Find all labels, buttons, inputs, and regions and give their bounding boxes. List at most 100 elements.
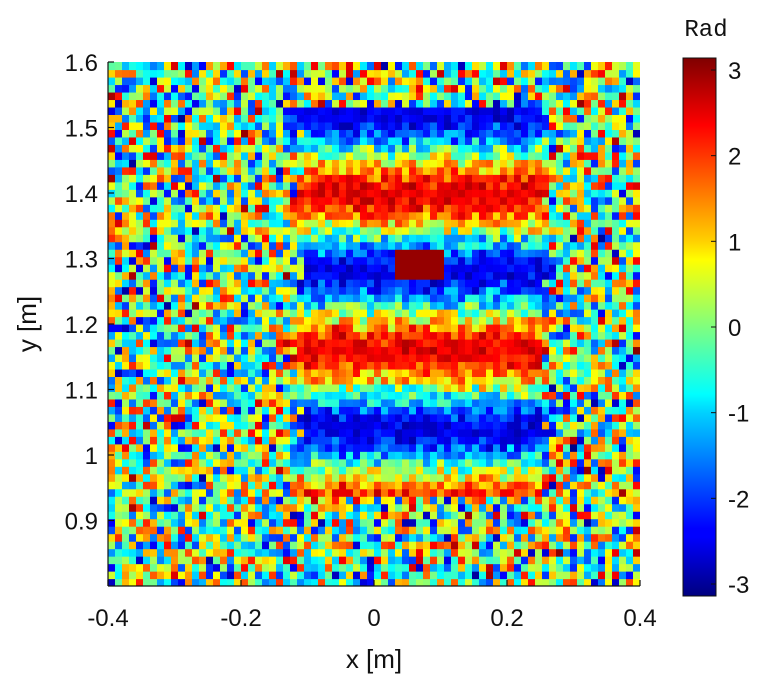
heatmap-cell [185, 421, 193, 430]
heatmap-cell [269, 159, 277, 168]
heatmap-cell [178, 421, 186, 430]
heatmap-cell [318, 226, 326, 235]
heatmap-cell [185, 511, 193, 520]
heatmap-cell [318, 144, 326, 153]
heatmap-cell [381, 189, 389, 198]
heatmap-cell [563, 309, 571, 318]
heatmap-cell [465, 466, 473, 475]
heatmap-cell [199, 481, 207, 490]
heatmap-cell [493, 368, 501, 377]
heatmap-cell [577, 271, 585, 280]
heatmap-cell [388, 189, 396, 198]
heatmap-cell [598, 556, 606, 565]
heatmap-cell [388, 526, 396, 535]
heatmap-cell [122, 159, 130, 168]
heatmap-cell [514, 264, 522, 273]
heatmap-cell [563, 279, 571, 288]
heatmap-cell [430, 129, 438, 138]
heatmap-cell [185, 391, 193, 400]
heatmap-cell [325, 106, 333, 115]
heatmap-cell [290, 84, 298, 93]
heatmap-cell [570, 331, 578, 340]
heatmap-cell [136, 503, 144, 512]
heatmap-cell [472, 234, 480, 243]
heatmap-cell [360, 196, 368, 205]
heatmap-cell [311, 481, 319, 490]
heatmap-cell [451, 301, 459, 310]
heatmap-cell [164, 189, 172, 198]
heatmap-cell [402, 84, 410, 93]
heatmap-cell [395, 473, 403, 482]
heatmap-cell [171, 129, 179, 138]
heatmap-cell [241, 286, 249, 295]
heatmap-cell [528, 189, 536, 198]
heatmap-cell [451, 241, 459, 250]
heatmap-cell [143, 121, 151, 130]
heatmap-cell [556, 91, 564, 101]
heatmap-cell [367, 398, 375, 407]
heatmap-cell [332, 398, 340, 407]
heatmap-cell [227, 234, 235, 243]
heatmap-cell [318, 204, 326, 213]
heatmap-cell [577, 294, 585, 303]
heatmap-cell [283, 518, 291, 527]
heatmap-cell [535, 129, 543, 138]
heatmap-cell [430, 211, 438, 220]
heatmap-cell [577, 136, 585, 145]
heatmap-cell [353, 121, 361, 130]
heatmap-cell [143, 151, 151, 160]
heatmap-cell [227, 368, 235, 377]
heatmap-cell [528, 316, 536, 325]
heatmap-cell [374, 286, 382, 295]
heatmap-cell [248, 99, 256, 108]
heatmap-cell [248, 241, 256, 250]
heatmap-cell [535, 219, 543, 228]
heatmap-cell [584, 361, 592, 370]
heatmap-cell [388, 533, 396, 542]
heatmap-cell [444, 436, 452, 445]
heatmap-cell [304, 106, 312, 115]
heatmap-cell [157, 271, 165, 280]
heatmap-cell [437, 166, 445, 175]
heatmap-cell [115, 234, 123, 243]
heatmap-cell [402, 421, 410, 430]
heatmap-cell [192, 496, 200, 505]
heatmap-cell [346, 129, 354, 138]
heatmap-cell [465, 571, 473, 580]
heatmap-cell [605, 526, 613, 535]
heatmap-cell [206, 316, 214, 325]
heatmap-cell [304, 136, 312, 145]
heatmap-cell [381, 556, 389, 565]
heatmap-cell [122, 84, 130, 93]
heatmap-cell [213, 121, 221, 130]
heatmap-cell [234, 376, 242, 385]
heatmap-cell [192, 541, 200, 550]
heatmap-cell [507, 571, 515, 580]
heatmap-cell [297, 413, 305, 422]
heatmap-cell [269, 361, 277, 370]
heatmap-cell [500, 406, 508, 415]
heatmap-cell [584, 458, 592, 467]
heatmap-cell [598, 413, 606, 422]
heatmap-cell [318, 294, 326, 303]
heatmap-cell [486, 204, 494, 213]
heatmap-cell [381, 166, 389, 175]
heatmap-cell [458, 106, 466, 115]
heatmap-cell [276, 279, 284, 288]
heatmap-cell [185, 406, 193, 415]
heatmap-cell [486, 473, 494, 482]
heatmap-cell [458, 556, 466, 565]
heatmap-cell [367, 144, 375, 153]
heatmap-cell [598, 121, 606, 130]
heatmap-cell [479, 481, 487, 490]
heatmap-cell [304, 481, 312, 490]
heatmap-cell [283, 309, 291, 318]
heatmap-cell [234, 234, 242, 243]
heatmap-cell [122, 481, 130, 490]
heatmap-cell [143, 556, 151, 565]
heatmap-cell [220, 571, 228, 580]
heatmap-cell [423, 563, 431, 572]
heatmap-cell [374, 121, 382, 130]
heatmap-cell [458, 69, 466, 78]
heatmap-cell [388, 398, 396, 407]
